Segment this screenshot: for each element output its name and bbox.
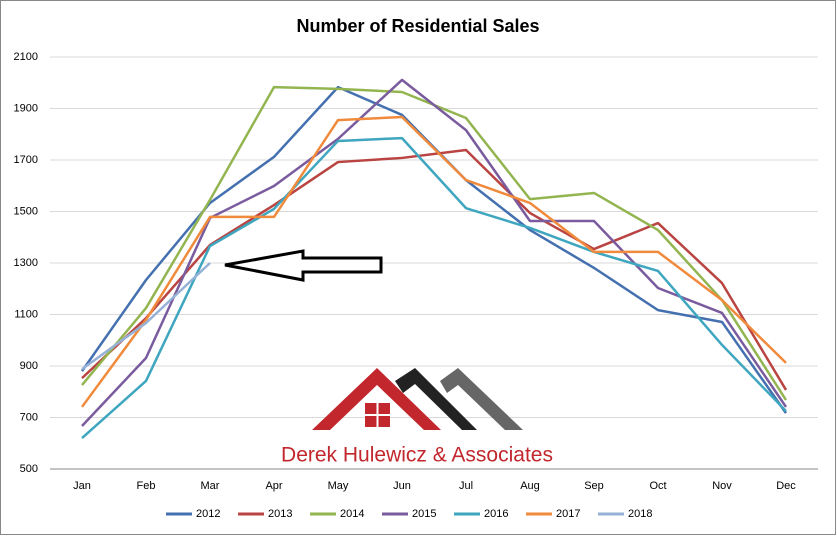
series-line <box>81 78 788 427</box>
x-tick-label: May <box>328 480 349 492</box>
x-tick-label: Jun <box>393 480 411 492</box>
legend-label: 2012 <box>196 508 220 520</box>
x-tick-label: Oct <box>649 480 666 492</box>
y-tick-label: 500 <box>20 463 38 475</box>
chart-title: Number of Residential Sales <box>296 16 539 36</box>
logo-house-gray <box>440 368 523 430</box>
logo-text: Derek Hulewicz & Associates <box>281 444 553 467</box>
legend-label: 2014 <box>340 508 364 520</box>
legend-label: 2015 <box>412 508 436 520</box>
logo-house-black <box>395 368 477 430</box>
legend-label: 2016 <box>484 508 508 520</box>
legend-label: 2013 <box>268 508 292 520</box>
series-line <box>81 148 788 391</box>
y-tick-label: 1100 <box>14 308 38 320</box>
x-tick-label: Jan <box>73 480 91 492</box>
y-tick-label: 700 <box>20 411 38 423</box>
series-line <box>81 262 211 371</box>
x-tick-label: Jul <box>459 480 473 492</box>
x-tick-label: Feb <box>137 480 156 492</box>
x-tick-label: Dec <box>776 480 796 492</box>
lines <box>80 78 788 440</box>
y-tick-label: 2100 <box>14 51 38 63</box>
x-tick-label: Mar <box>201 480 220 492</box>
y-tick-label: 1300 <box>14 257 38 269</box>
y-tick-label: 1500 <box>14 205 38 217</box>
x-tick-label: Aug <box>520 480 540 492</box>
x-tick-label: Apr <box>265 480 282 492</box>
y-tick-label: 1700 <box>14 154 38 166</box>
y-tick-label: 1900 <box>14 102 38 114</box>
x-tick-label: Nov <box>712 480 732 492</box>
legend-label: 2018 <box>628 508 652 520</box>
x-tick-label: Sep <box>584 480 604 492</box>
arrow <box>224 249 383 282</box>
y-tick-label: 900 <box>20 360 38 372</box>
logo: Derek Hulewicz & Associates <box>281 368 553 467</box>
logo-house-red <box>312 368 441 430</box>
series-line <box>81 136 787 440</box>
grid <box>50 56 818 470</box>
series-line <box>80 115 787 408</box>
legend-label: 2017 <box>556 508 580 520</box>
